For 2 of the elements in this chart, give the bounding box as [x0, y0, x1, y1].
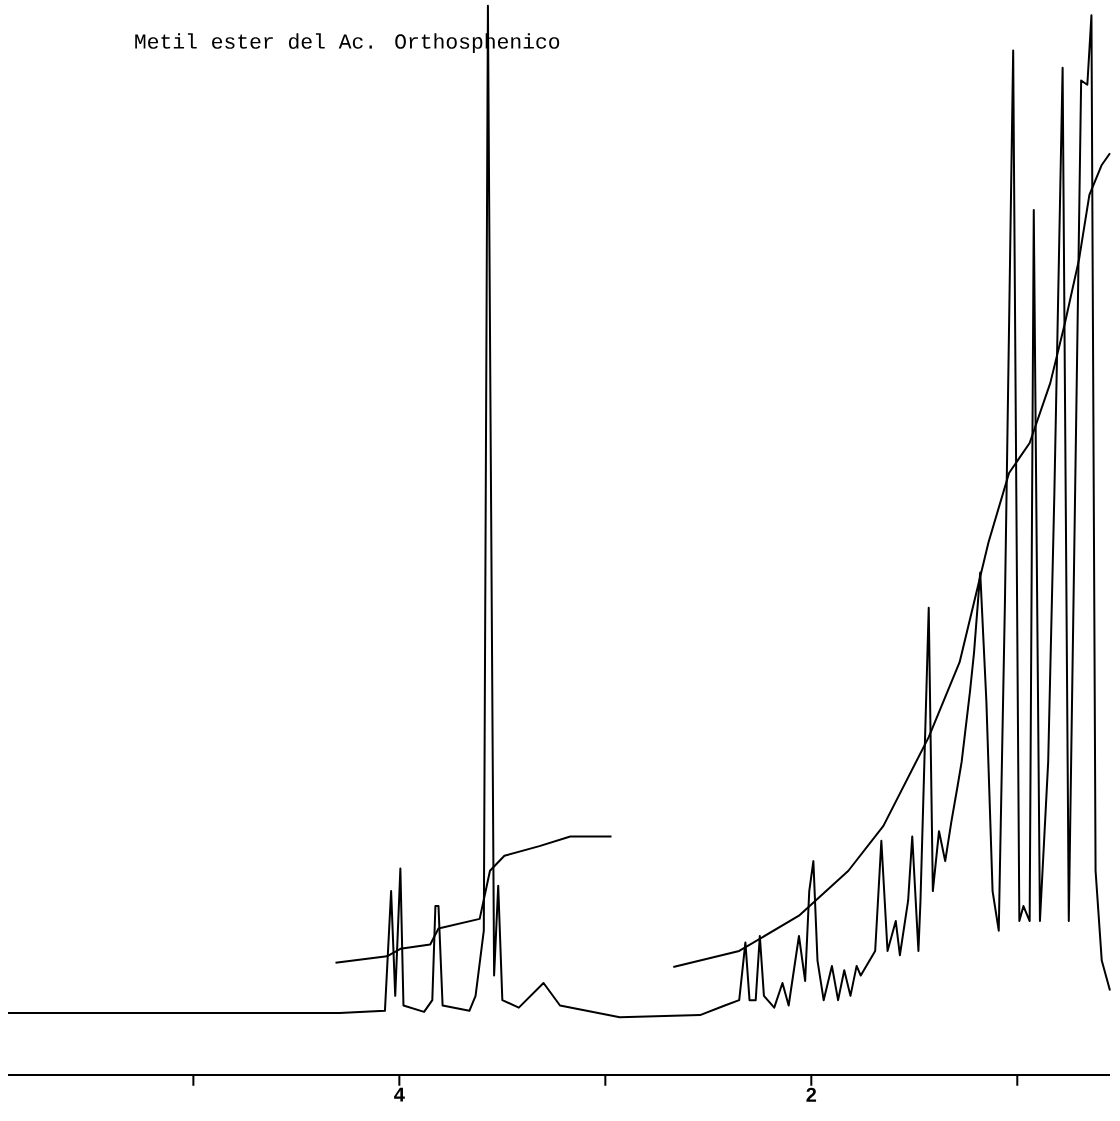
- x-tick-label: 2: [806, 1087, 817, 1102]
- x-tick-label: 4: [394, 1087, 405, 1102]
